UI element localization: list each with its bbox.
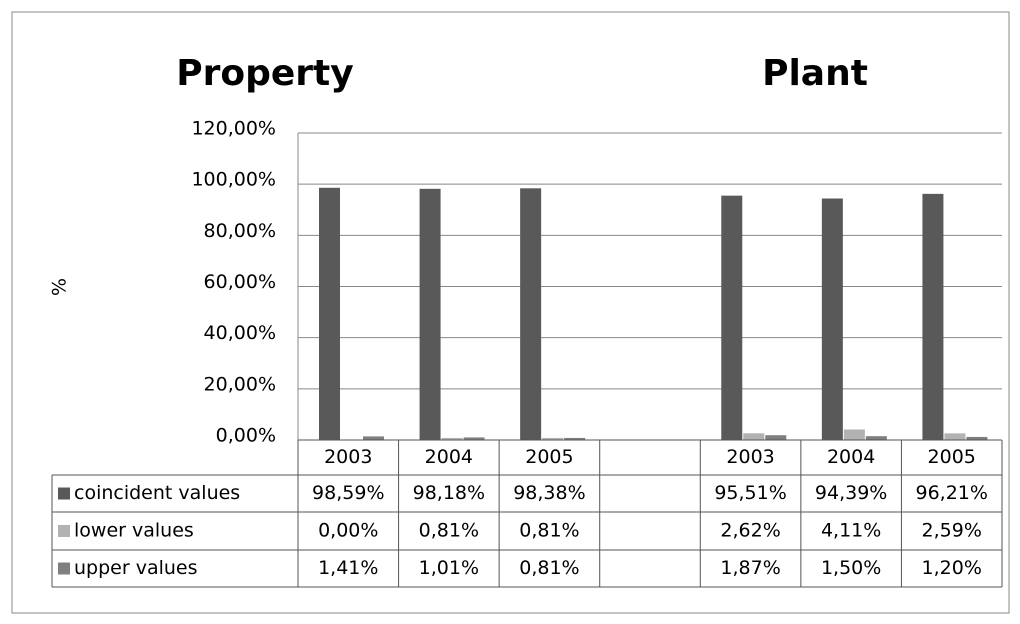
bar: [743, 433, 765, 440]
y-tick-label: 80,00%: [204, 220, 276, 242]
y-tick-label: 100,00%: [191, 169, 276, 191]
bar: [419, 188, 441, 440]
bar: [363, 436, 384, 440]
y-tick-label: 40,00%: [204, 322, 276, 344]
bar: [821, 198, 843, 440]
data-table-cell: 98,59%: [312, 482, 384, 504]
data-table-cell: 0,81%: [519, 520, 579, 542]
x-tick-label: 2004: [827, 446, 875, 468]
bar: [463, 437, 485, 440]
legend-key: [58, 562, 70, 575]
legend-key: [58, 487, 70, 500]
data-table-cell: 1,01%: [419, 557, 479, 579]
data-table-cell: 98,18%: [413, 482, 485, 504]
y-tick-label: 0,00%: [216, 425, 276, 447]
legend-label: coincident values: [74, 482, 240, 504]
x-tick-label: 2003: [324, 446, 372, 468]
bar: [922, 193, 944, 440]
y-tick-label: 60,00%: [204, 271, 276, 293]
data-table-cell: 0,81%: [419, 520, 479, 542]
data-table-cell: 0,00%: [318, 520, 378, 542]
bar: [441, 437, 463, 440]
bar: [944, 433, 966, 440]
bar: [865, 436, 887, 440]
y-tick-label: 120,00%: [191, 118, 276, 140]
data-table-cell: 0,81%: [519, 557, 579, 579]
bar: [520, 188, 542, 440]
bar: [843, 429, 865, 440]
data-table-cell: 4,11%: [821, 520, 881, 542]
group-title: Plant: [762, 53, 868, 94]
x-tick-label: 2003: [726, 446, 774, 468]
legend-label: lower values: [74, 520, 194, 542]
data-table-cell: 2,62%: [720, 520, 780, 542]
x-tick-label: 2004: [425, 446, 473, 468]
data-table-cell: 1,20%: [922, 557, 982, 579]
legend-label: upper values: [74, 557, 198, 579]
group-title: Property: [176, 53, 354, 94]
bar: [721, 195, 743, 440]
data-table-cell: 1,50%: [821, 557, 881, 579]
x-tick-label: 2005: [525, 446, 573, 468]
data-table-cell: 1,41%: [318, 557, 378, 579]
data-table-cell: 96,21%: [915, 482, 987, 504]
data-table-cell: 95,51%: [714, 482, 786, 504]
data-table-cell: 2,59%: [922, 520, 982, 542]
data-table-cell: 1,87%: [720, 557, 780, 579]
bar: [542, 437, 564, 440]
data-table-cell: 98,38%: [513, 482, 585, 504]
bar: [966, 436, 988, 440]
data-table-cell: 94,39%: [815, 482, 887, 504]
bar: [319, 187, 340, 440]
x-tick-label: 2005: [928, 446, 976, 468]
y-tick-label: 20,00%: [204, 373, 276, 395]
legend-key: [58, 525, 70, 537]
bar: [564, 437, 586, 440]
y-axis-label: %: [49, 278, 71, 296]
bar: [765, 435, 787, 440]
